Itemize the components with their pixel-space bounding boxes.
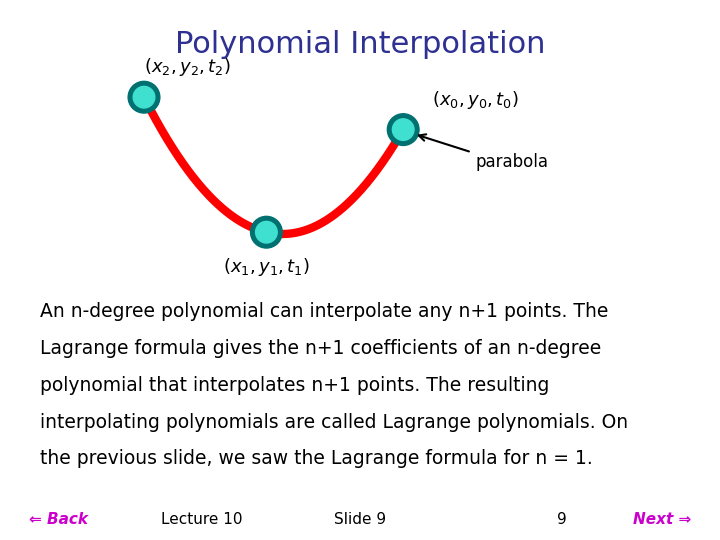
Text: polynomial that interpolates n+1 points. The resulting: polynomial that interpolates n+1 points.…: [40, 376, 549, 395]
Text: $(x_1, y_1, t_1)$: $(x_1, y_1, t_1)$: [223, 256, 310, 278]
Ellipse shape: [392, 119, 414, 140]
Ellipse shape: [128, 82, 160, 113]
Text: Next ⇒: Next ⇒: [633, 511, 691, 526]
Ellipse shape: [256, 221, 277, 243]
Text: ⇐ Back: ⇐ Back: [29, 511, 88, 526]
Text: parabola: parabola: [475, 153, 548, 171]
Text: the previous slide, we saw the Lagrange formula for n = 1.: the previous slide, we saw the Lagrange …: [40, 449, 593, 468]
Ellipse shape: [387, 114, 419, 145]
Ellipse shape: [251, 217, 282, 248]
Text: $(x_2, y_2, t_2)$: $(x_2, y_2, t_2)$: [144, 57, 230, 78]
Text: An n-degree polynomial can interpolate any n+1 points. The: An n-degree polynomial can interpolate a…: [40, 302, 608, 321]
Text: 9: 9: [557, 511, 567, 526]
Text: $(x_0, y_0, t_0)$: $(x_0, y_0, t_0)$: [432, 89, 518, 111]
Text: Slide 9: Slide 9: [334, 511, 386, 526]
Text: Polynomial Interpolation: Polynomial Interpolation: [175, 30, 545, 59]
Text: Lagrange formula gives the n+1 coefficients of an n-degree: Lagrange formula gives the n+1 coefficie…: [40, 339, 601, 358]
Text: Lecture 10: Lecture 10: [161, 511, 243, 526]
Text: interpolating polynomials are called Lagrange polynomials. On: interpolating polynomials are called Lag…: [40, 413, 628, 431]
Ellipse shape: [133, 86, 155, 108]
